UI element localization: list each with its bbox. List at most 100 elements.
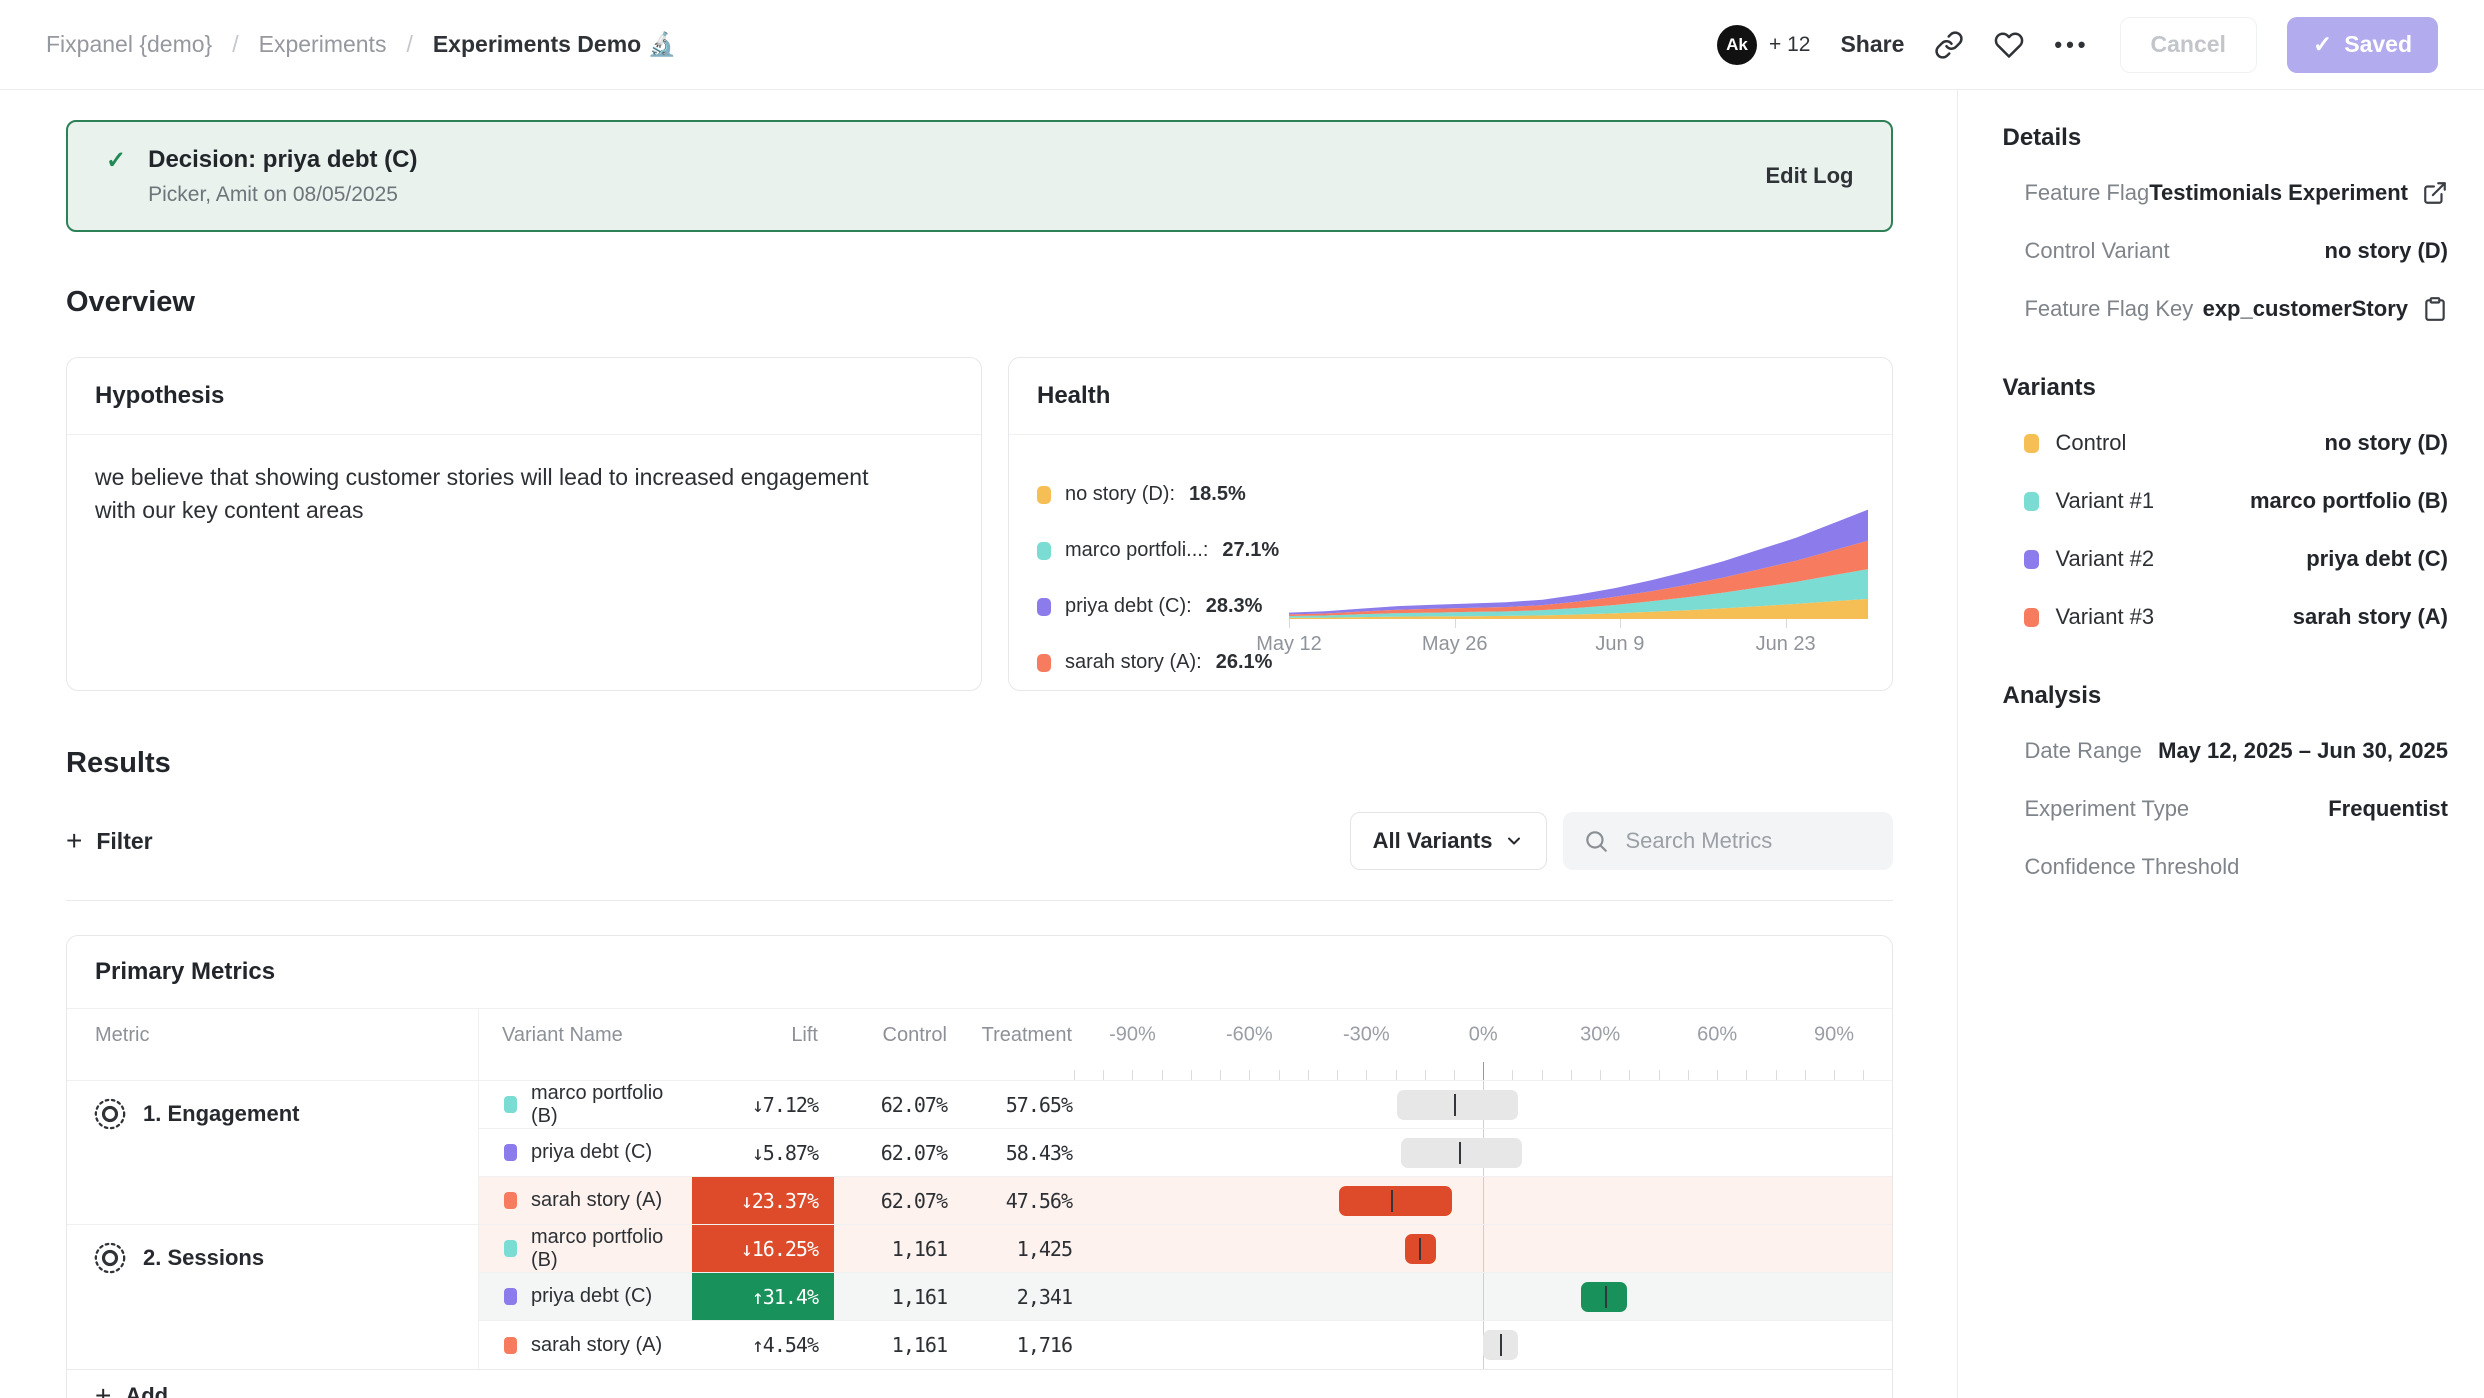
breadcrumb-experiments[interactable]: Experiments — [258, 31, 387, 57]
copy-clipboard-icon[interactable] — [2422, 296, 2448, 322]
add-label: Add — [125, 1382, 169, 1398]
edit-log-button[interactable]: Edit Log — [1765, 163, 1854, 188]
metric-group-sessions[interactable]: 2. Sessions — [67, 1225, 478, 1369]
decision-title: Decision: priya debt (C) — [148, 145, 418, 173]
overview-cards: Hypothesis we believe that showing custo… — [66, 357, 1894, 691]
external-link-icon[interactable] — [2422, 180, 2448, 206]
metric-target-icon — [93, 1241, 127, 1275]
legend-swatch — [1037, 597, 1051, 616]
cancel-button[interactable]: Cancel — [2119, 16, 2257, 73]
table-row[interactable]: priya debt (C) ↓5.87% 62.07% 58.43% — [478, 1129, 1893, 1177]
health-stacked-area-chart: May 12 May 26 Jun 9 Jun 23 — [1256, 439, 1869, 674]
legend-label: no story (D): — [1065, 483, 1176, 505]
detail-row-feature-flag: Feature Flag Testimonials Experiment — [2002, 164, 2448, 222]
all-variants-label: All Variants — [1372, 828, 1493, 853]
confidence-interval-cell — [1074, 1225, 1892, 1272]
variant-swatch — [504, 1240, 517, 1257]
variant-swatch — [504, 1288, 517, 1305]
copy-link-icon[interactable] — [1934, 30, 1964, 60]
health-card: Health no story (D): 18.5% marco portfol… — [1008, 357, 1894, 691]
all-variants-dropdown[interactable]: All Variants — [1349, 812, 1548, 870]
variant-row-control: Control no story (D) — [2002, 414, 2448, 472]
search-metrics-input[interactable] — [1623, 827, 1874, 855]
metric-name: 1. Engagement — [143, 1101, 300, 1126]
legend-label: sarah story (A): — [1065, 651, 1202, 673]
lift-cell: ↑4.54% — [751, 1333, 819, 1357]
treatment-cell: 58.43% — [1005, 1140, 1073, 1165]
legend-swatch — [1037, 653, 1051, 672]
variant-swatch — [2024, 607, 2040, 627]
avatar[interactable]: Ak — [1717, 24, 1757, 65]
metric-column: 1. Engagement 2. Sessions — [67, 1081, 478, 1369]
column-header-metric: Metric — [95, 1023, 150, 1046]
legend-swatch — [1037, 485, 1051, 504]
table-row[interactable]: marco portfolio (B) ↓7.12% 62.07% 57.65% — [478, 1081, 1893, 1129]
top-bar-actions: Ak + 12 Share ••• Cancel ✓ Saved — [1717, 16, 2438, 73]
more-options-icon[interactable]: ••• — [2054, 31, 2090, 57]
control-cell: 1,161 — [891, 1284, 948, 1309]
health-body: no story (D): 18.5% marco portfoli...: 2… — [1009, 435, 1892, 674]
control-cell: 62.07% — [880, 1092, 948, 1117]
analysis-row-confidence-threshold: Confidence Threshold — [2002, 838, 2448, 896]
breadcrumb-separator: / — [232, 31, 239, 57]
column-header-lift: Lift — [791, 1023, 818, 1046]
analysis-label: Confidence Threshold — [2024, 854, 2240, 879]
add-metric-button[interactable]: + Add — [67, 1369, 1893, 1398]
column-header-treatment: Treatment — [981, 1023, 1072, 1046]
detail-label: Feature Flag — [2024, 180, 2150, 205]
collaborator-count[interactable]: + 12 — [1769, 32, 1811, 56]
treatment-cell: 57.65% — [1005, 1092, 1073, 1117]
table-row[interactable]: sarah story (A) ↓23.37% 62.07% 47.56% — [478, 1177, 1893, 1225]
variant-swatch — [504, 1096, 517, 1113]
results-toolbar: + Filter All Variants — [66, 812, 1894, 870]
variant-swatch — [504, 1144, 517, 1161]
health-legend: no story (D): 18.5% marco portfoli...: 2… — [1037, 439, 1289, 674]
ci-axis-ruler-row — [67, 1061, 1893, 1081]
treatment-cell: 1,425 — [1016, 1236, 1073, 1261]
column-header-variant: Variant Name — [502, 1023, 623, 1046]
variant-name: sarah story (A) — [531, 1333, 663, 1356]
detail-value[interactable]: Testimonials Experiment — [2149, 180, 2408, 205]
saved-button[interactable]: ✓ Saved — [2286, 16, 2438, 73]
table-row[interactable]: priya debt (C) ↑31.4% 1,161 2,341 — [478, 1273, 1893, 1321]
results-heading: Results — [66, 747, 171, 779]
legend-item: priya debt (C): 28.3% — [1037, 595, 1289, 618]
treatment-cell: 1,716 — [1016, 1333, 1073, 1357]
legend-item: no story (D): 18.5% — [1037, 483, 1289, 506]
results-divider — [66, 900, 1894, 901]
filter-label: Filter — [96, 827, 153, 854]
hypothesis-body[interactable]: we believe that showing customer stories… — [95, 464, 869, 524]
primary-metrics-card: Primary Metrics Metric Variant Name Lift… — [66, 935, 1894, 1398]
breadcrumb: Fixpanel {demo} / Experiments / Experime… — [46, 31, 676, 58]
table-row[interactable]: sarah story (A) ↑4.54% 1,161 1,716 — [478, 1321, 1892, 1369]
variants-heading: Variants — [2002, 374, 2096, 401]
plus-icon: + — [95, 1379, 112, 1398]
breadcrumb-current: Experiments Demo 🔬 — [432, 31, 677, 57]
legend-swatch — [1037, 541, 1051, 560]
variant-swatch — [2024, 433, 2040, 453]
table-row[interactable]: marco portfolio (B) ↓16.25% 1,161 1,425 — [478, 1225, 1893, 1273]
share-button[interactable]: Share — [1840, 31, 1905, 57]
overview-heading: Overview — [66, 286, 195, 318]
decision-banner: ✓ Decision: priya debt (C) Picker, Amit … — [66, 120, 1894, 232]
breadcrumb-project[interactable]: Fixpanel {demo} — [46, 31, 213, 57]
detail-row-control-variant: Control Variant no story (D) — [2002, 222, 2448, 280]
plus-icon: + — [66, 825, 83, 856]
analysis-heading: Analysis — [2002, 682, 2102, 709]
decision-byline: Picker, Amit on 08/05/2025 — [148, 182, 398, 206]
column-header-control: Control — [882, 1023, 947, 1046]
saved-label: Saved — [2344, 31, 2412, 57]
table-body: 1. Engagement 2. Sessions ma — [67, 1081, 1893, 1369]
analysis-label: Date Range — [2024, 738, 2142, 763]
variant-swatch — [2024, 549, 2040, 569]
metric-group-engagement[interactable]: 1. Engagement — [67, 1081, 478, 1225]
health-title: Health — [1009, 358, 1893, 435]
variant-name: marco portfolio (B) — [531, 1081, 664, 1127]
health-chart-x-axis: May 12 May 26 Jun 9 Jun 23 — [1256, 619, 1868, 665]
main-panel: ✓ Decision: priya debt (C) Picker, Amit … — [0, 90, 1958, 1398]
variant-value: marco portfolio (B) — [2250, 488, 2448, 513]
legend-label: marco portfoli...: — [1065, 539, 1209, 561]
add-filter-button[interactable]: + Filter — [66, 827, 153, 855]
favorite-heart-icon[interactable] — [1994, 30, 2024, 60]
